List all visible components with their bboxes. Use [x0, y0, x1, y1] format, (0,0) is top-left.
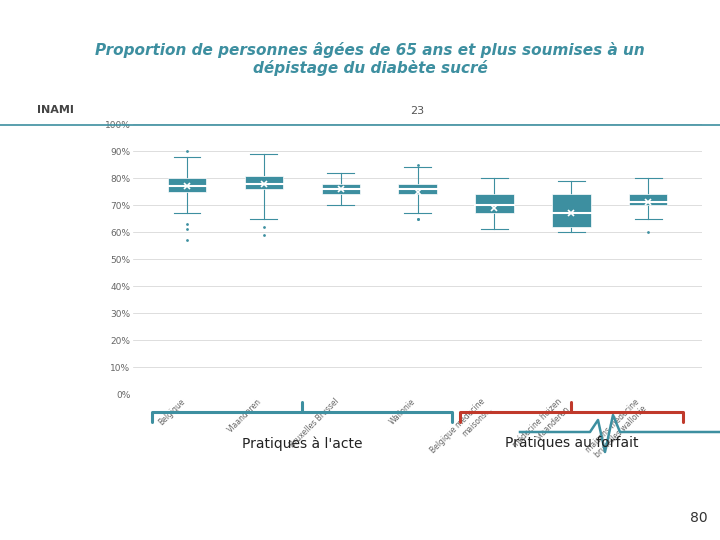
Text: Pratiques à l'acte: Pratiques à l'acte: [242, 436, 363, 451]
Text: dépistage du diabète sucré: dépistage du diabète sucré: [253, 60, 487, 76]
Text: 23: 23: [410, 106, 425, 116]
Bar: [245, 176, 283, 189]
Bar: [168, 178, 206, 192]
Text: 80: 80: [690, 511, 708, 525]
Bar: [322, 184, 360, 194]
Text: Proportion de personnes âgées de 65 ans et plus soumises à un: Proportion de personnes âgées de 65 ans …: [95, 42, 645, 58]
Bar: [629, 194, 667, 205]
Bar: [475, 194, 513, 213]
Bar: [552, 194, 590, 227]
Bar: [398, 184, 437, 194]
Text: INAMI: INAMI: [37, 105, 73, 115]
Text: Pratiques au forfait: Pratiques au forfait: [505, 436, 638, 450]
